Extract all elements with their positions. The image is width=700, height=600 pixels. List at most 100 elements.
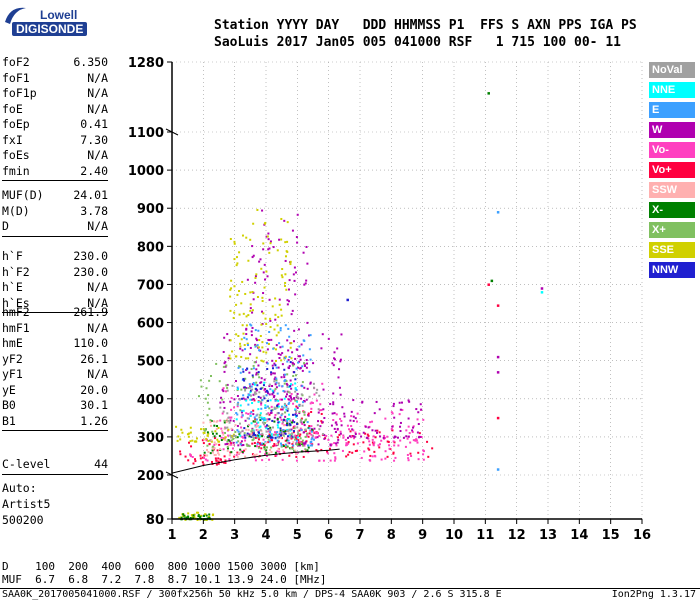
- echo-point: [356, 420, 359, 423]
- echo-point: [270, 433, 273, 436]
- echo-point: [226, 418, 229, 421]
- chart-points: [175, 92, 544, 521]
- echo-point: [297, 439, 300, 442]
- param-name: B1: [2, 413, 16, 428]
- echo-point: [300, 429, 303, 432]
- echo-point: [218, 440, 221, 443]
- echo-point: [212, 432, 215, 435]
- echo-point: [262, 384, 265, 387]
- echo-point: [282, 445, 285, 448]
- echo-point: [290, 392, 293, 395]
- echo-point: [284, 273, 287, 276]
- echo-point: [228, 354, 231, 357]
- echo-point: [267, 412, 270, 415]
- echo-point: [191, 439, 194, 442]
- echo-point: [362, 441, 365, 444]
- echo-point: [316, 431, 319, 434]
- header-values: SaoLuis 2017 Jan05 005 041000 RSF 1 715 …: [214, 35, 621, 50]
- echo-point: [230, 287, 233, 290]
- echo-point: [402, 436, 405, 439]
- echo-point: [282, 429, 285, 432]
- x-tick-label: 12: [508, 528, 526, 543]
- echo-point: [230, 408, 233, 411]
- echo-point: [257, 438, 260, 441]
- echo-point: [218, 380, 221, 383]
- echo-point: [221, 430, 224, 433]
- echo-point: [318, 394, 321, 397]
- x-tick-label: 6: [324, 528, 333, 543]
- echo-point: [276, 433, 279, 436]
- echo-point: [225, 390, 228, 393]
- y-tick-label: 700: [137, 278, 164, 293]
- echo-point: [260, 377, 263, 380]
- echo-point: [295, 412, 298, 415]
- echo-point: [224, 438, 227, 441]
- echo-point: [201, 456, 204, 459]
- echo-point: [247, 393, 250, 396]
- echo-point: [364, 432, 367, 435]
- echo-point: [259, 425, 262, 428]
- echo-point: [305, 279, 308, 282]
- legend-item: E: [649, 102, 695, 118]
- echo-point: [422, 418, 425, 421]
- param-row: foF1 N/A: [2, 71, 108, 86]
- echo-point: [332, 403, 335, 406]
- echo-point: [240, 416, 243, 419]
- echo-point: [214, 453, 217, 456]
- echo-point: [185, 516, 188, 519]
- echo-point: [388, 444, 391, 447]
- echo-point: [306, 262, 309, 265]
- echo-point: [234, 380, 237, 383]
- echo-point: [267, 342, 270, 345]
- echo-point: [333, 452, 336, 455]
- echo-point: [242, 370, 245, 373]
- echo-point: [284, 446, 287, 449]
- echo-point: [289, 399, 292, 402]
- echo-point: [228, 421, 231, 424]
- echo-point: [371, 429, 374, 432]
- echo-point: [327, 438, 330, 441]
- echo-point: [286, 360, 289, 363]
- echo-point: [301, 369, 304, 372]
- echo-point: [229, 400, 232, 403]
- echo-point: [283, 219, 286, 222]
- echo-point: [326, 452, 329, 455]
- echo-point: [192, 517, 195, 520]
- echo-point: [258, 435, 261, 438]
- echo-point: [301, 404, 304, 407]
- echo-point: [266, 342, 269, 345]
- echo-point: [250, 398, 253, 401]
- echo-point: [239, 371, 242, 374]
- echo-point: [280, 418, 283, 421]
- echo-point: [303, 413, 306, 416]
- echo-point: [332, 419, 335, 422]
- echo-point: [286, 393, 289, 396]
- echo-point: [254, 436, 257, 439]
- param-separator: [2, 312, 108, 313]
- echo-point: [261, 433, 264, 436]
- echo-point: [321, 421, 324, 424]
- echo-point: [260, 381, 263, 384]
- echo-point: [202, 463, 205, 466]
- echo-point: [265, 452, 268, 455]
- echo-point: [285, 288, 288, 291]
- echo-point: [210, 375, 213, 378]
- echo-point: [368, 440, 371, 443]
- echo-point: [261, 346, 264, 349]
- echo-point: [183, 514, 186, 517]
- echo-point: [241, 429, 244, 432]
- echo-point: [263, 446, 266, 449]
- echo-point: [308, 427, 311, 430]
- echo-point: [219, 401, 222, 404]
- echo-point: [292, 441, 295, 444]
- x-tick-label: 15: [602, 528, 620, 543]
- echo-point: [540, 287, 544, 290]
- echo-point: [265, 430, 268, 433]
- echo-point: [231, 435, 234, 438]
- echo-point: [216, 438, 219, 441]
- echo-point: [334, 456, 337, 459]
- echo-point: [280, 442, 283, 445]
- echo-point: [296, 392, 299, 395]
- echo-point: [287, 407, 290, 410]
- echo-point: [283, 432, 286, 435]
